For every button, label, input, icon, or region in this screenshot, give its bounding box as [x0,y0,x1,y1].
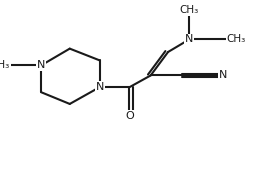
Text: N: N [185,34,193,44]
Text: O: O [125,111,134,121]
Text: N: N [37,60,45,70]
Text: N: N [219,70,228,80]
Text: CH₃: CH₃ [0,60,10,70]
Text: N: N [96,82,104,92]
Text: CH₃: CH₃ [227,34,246,44]
Text: CH₃: CH₃ [180,5,199,15]
